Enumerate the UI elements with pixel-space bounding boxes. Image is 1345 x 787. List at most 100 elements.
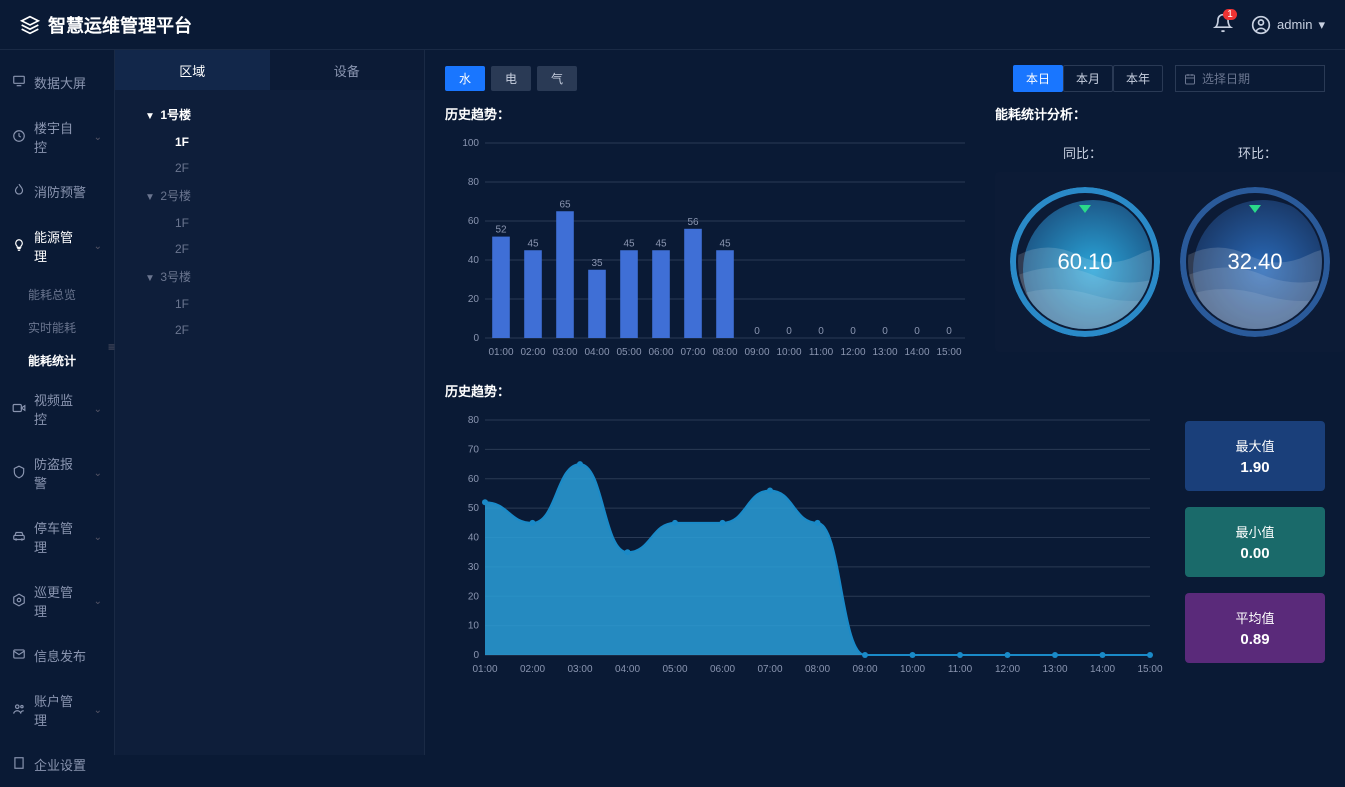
range-button[interactable]: 本日: [1013, 65, 1063, 92]
building-icon: [12, 756, 26, 773]
tree-node[interactable]: ▼ 3号楼: [115, 262, 424, 291]
gauge-label: 同比：: [1063, 143, 1102, 162]
type-button[interactable]: 电: [491, 66, 531, 91]
tree-node[interactable]: 2F: [115, 317, 424, 343]
svg-text:45: 45: [655, 238, 667, 249]
stat-value: 0.89: [1240, 631, 1269, 648]
stat-value: 0.00: [1240, 545, 1269, 562]
range-button[interactable]: 本年: [1113, 65, 1163, 92]
stat-value: 1.90: [1240, 459, 1269, 476]
caret-icon: ▼: [145, 273, 157, 284]
collapse-handle[interactable]: ≡: [108, 340, 115, 354]
tree-panel: 区域设备 ▼ 1号楼1F2F▼ 2号楼1F2F▼ 3号楼1F2F: [115, 50, 425, 755]
nav-item-video[interactable]: 视频监控⌄: [0, 377, 114, 441]
chevron-down-icon: ⌄: [94, 468, 102, 479]
area-chart: 0102030405060708001:0002:0003:0004:0005:…: [445, 410, 1165, 680]
chevron-down-icon: ▾: [1318, 17, 1325, 33]
tree-tab[interactable]: 区域: [115, 50, 270, 90]
nav-subitem[interactable]: 实时能耗: [28, 311, 114, 344]
gauges-title: 能耗统计分析：: [995, 104, 1345, 123]
bar-chart-title: 历史趋势：: [445, 104, 975, 123]
svg-text:0: 0: [946, 326, 952, 337]
svg-text:05:00: 05:00: [616, 347, 641, 358]
tree-node[interactable]: 1F: [115, 210, 424, 236]
gauge: 32.40: [1180, 187, 1330, 337]
user-menu[interactable]: admin ▾: [1251, 15, 1325, 35]
svg-text:0: 0: [786, 326, 792, 337]
svg-text:07:00: 07:00: [757, 664, 782, 675]
gauge-value: 60.10: [1057, 249, 1112, 275]
svg-text:04:00: 04:00: [584, 347, 609, 358]
tree-node[interactable]: ▼ 2号楼: [115, 181, 424, 210]
svg-text:06:00: 06:00: [648, 347, 673, 358]
gauge-value: 32.40: [1227, 249, 1282, 275]
triangle-down-icon: [1079, 205, 1091, 213]
nav-item-screen[interactable]: 数据大屏: [0, 60, 114, 105]
bar-chart: 0204060801005201:004502:006503:003504:00…: [445, 133, 975, 363]
svg-text:08:00: 08:00: [712, 347, 737, 358]
nav-subitem[interactable]: 能耗总览: [28, 278, 114, 311]
svg-text:12:00: 12:00: [840, 347, 865, 358]
notification-badge: 1: [1223, 9, 1237, 20]
tree-tab[interactable]: 设备: [270, 50, 425, 90]
svg-text:15:00: 15:00: [1137, 664, 1162, 675]
svg-text:05:00: 05:00: [662, 664, 687, 675]
tree-node[interactable]: ▼ 1号楼: [115, 100, 424, 129]
nav-item-users[interactable]: 账户管理⌄: [0, 678, 114, 742]
range-button[interactable]: 本月: [1063, 65, 1113, 92]
stat-label: 平均值: [1235, 608, 1274, 627]
svg-text:20: 20: [468, 591, 480, 602]
mail-icon: [12, 647, 26, 664]
nav-item-mail[interactable]: 信息发布: [0, 633, 114, 678]
nav-item-car[interactable]: 停车管理⌄: [0, 505, 114, 569]
svg-text:20: 20: [468, 294, 480, 305]
svg-text:07:00: 07:00: [680, 347, 705, 358]
username: admin: [1277, 17, 1312, 32]
nav-item-alarm[interactable]: 防盗报警⌄: [0, 441, 114, 505]
patrol-icon: [12, 593, 26, 610]
svg-text:10:00: 10:00: [776, 347, 801, 358]
svg-text:56: 56: [687, 217, 699, 228]
chevron-down-icon: ⌄: [94, 404, 102, 415]
svg-text:14:00: 14:00: [1090, 664, 1115, 675]
left-nav: 数据大屏楼宇自控⌄消防预警能源管理⌄能耗总览实时能耗能耗统计视频监控⌄防盗报警⌄…: [0, 50, 115, 755]
nav-subitem[interactable]: 能耗统计: [28, 344, 114, 377]
tree-node[interactable]: 2F: [115, 155, 424, 181]
triangle-down-icon: [1249, 205, 1261, 213]
tree-node[interactable]: 2F: [115, 236, 424, 262]
logo-icon: [20, 15, 40, 35]
svg-text:0: 0: [850, 326, 856, 337]
tree-node[interactable]: 1F: [115, 291, 424, 317]
stat-label: 最小值: [1235, 522, 1274, 541]
stat-card: 最小值 0.00: [1185, 507, 1325, 577]
svg-text:0: 0: [818, 326, 824, 337]
car-icon: [12, 529, 26, 546]
svg-text:70: 70: [468, 444, 480, 455]
svg-text:03:00: 03:00: [552, 347, 577, 358]
user-icon: [1251, 15, 1271, 35]
svg-text:0: 0: [882, 326, 888, 337]
alarm-icon: [12, 465, 26, 482]
svg-text:08:00: 08:00: [805, 664, 830, 675]
tree-node[interactable]: 1F: [115, 129, 424, 155]
svg-text:14:00: 14:00: [904, 347, 929, 358]
svg-text:30: 30: [468, 562, 480, 573]
svg-text:0: 0: [473, 333, 479, 344]
svg-text:04:00: 04:00: [615, 664, 640, 675]
notification-button[interactable]: 1: [1213, 13, 1233, 36]
svg-text:02:00: 02:00: [520, 664, 545, 675]
type-button[interactable]: 气: [537, 66, 577, 91]
svg-text:100: 100: [462, 138, 479, 149]
caret-icon: ▼: [145, 192, 157, 203]
caret-icon: ▼: [145, 111, 157, 122]
main-content: 水电气 本日本月本年 选择日期 历史趋势： 0204060801005201:0…: [425, 50, 1345, 755]
app-title: 智慧运维管理平台: [48, 12, 192, 38]
nav-item-building[interactable]: 企业设置: [0, 742, 114, 787]
nav-item-fire[interactable]: 消防预警: [0, 169, 114, 214]
nav-item-bulb[interactable]: 能源管理⌄: [0, 214, 114, 278]
type-button[interactable]: 水: [445, 66, 485, 91]
nav-item-patrol[interactable]: 巡更管理⌄: [0, 569, 114, 633]
nav-item-clock[interactable]: 楼宇自控⌄: [0, 105, 114, 169]
date-picker[interactable]: 选择日期: [1175, 65, 1325, 92]
svg-text:80: 80: [468, 415, 480, 426]
